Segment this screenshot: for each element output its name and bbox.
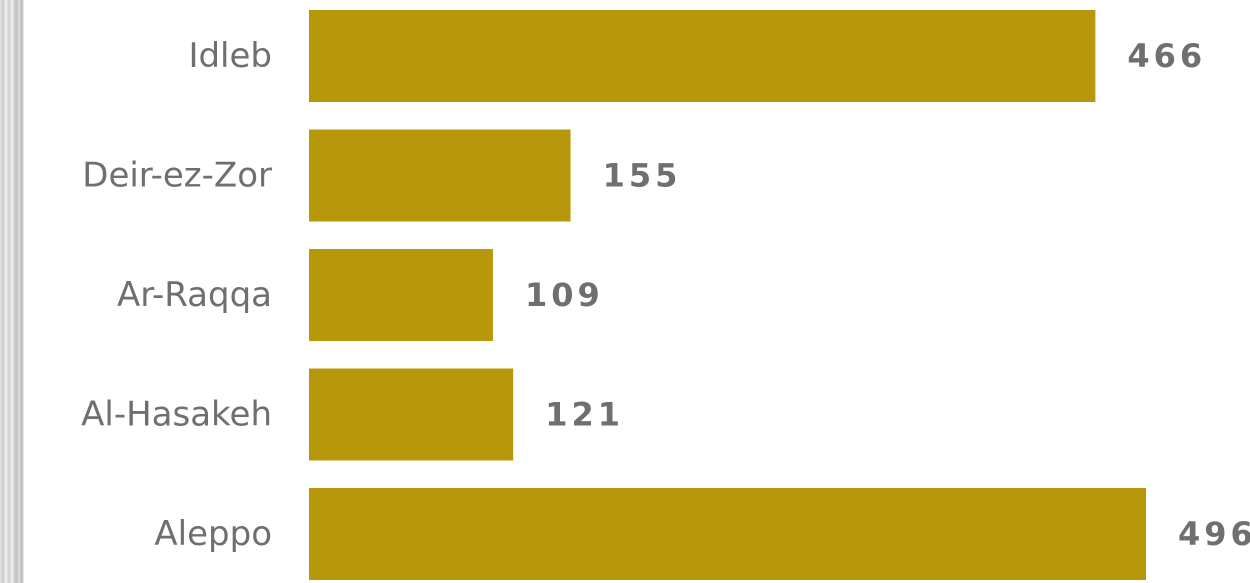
bar-idleb bbox=[309, 10, 1096, 102]
value-label: 155 bbox=[603, 157, 682, 195]
bar-deir-ez-zor bbox=[309, 129, 571, 222]
category-label: Idleb bbox=[188, 36, 272, 76]
category-label: Ar-Raqqa bbox=[117, 275, 272, 315]
value-label: 466 bbox=[1127, 37, 1206, 75]
value-label: 496 bbox=[1178, 515, 1250, 553]
bar-ar-raqqa bbox=[309, 249, 493, 341]
category-label: Al-Hasakeh bbox=[81, 395, 272, 435]
value-label: 121 bbox=[545, 396, 624, 434]
category-label: Deir-ez-Zor bbox=[82, 156, 272, 196]
bar-al-hasakeh bbox=[309, 368, 514, 461]
bar-aleppo bbox=[309, 488, 1146, 580]
value-label: 109 bbox=[525, 276, 604, 314]
category-label: Aleppo bbox=[154, 514, 272, 554]
left-border-decoration bbox=[0, 0, 24, 583]
